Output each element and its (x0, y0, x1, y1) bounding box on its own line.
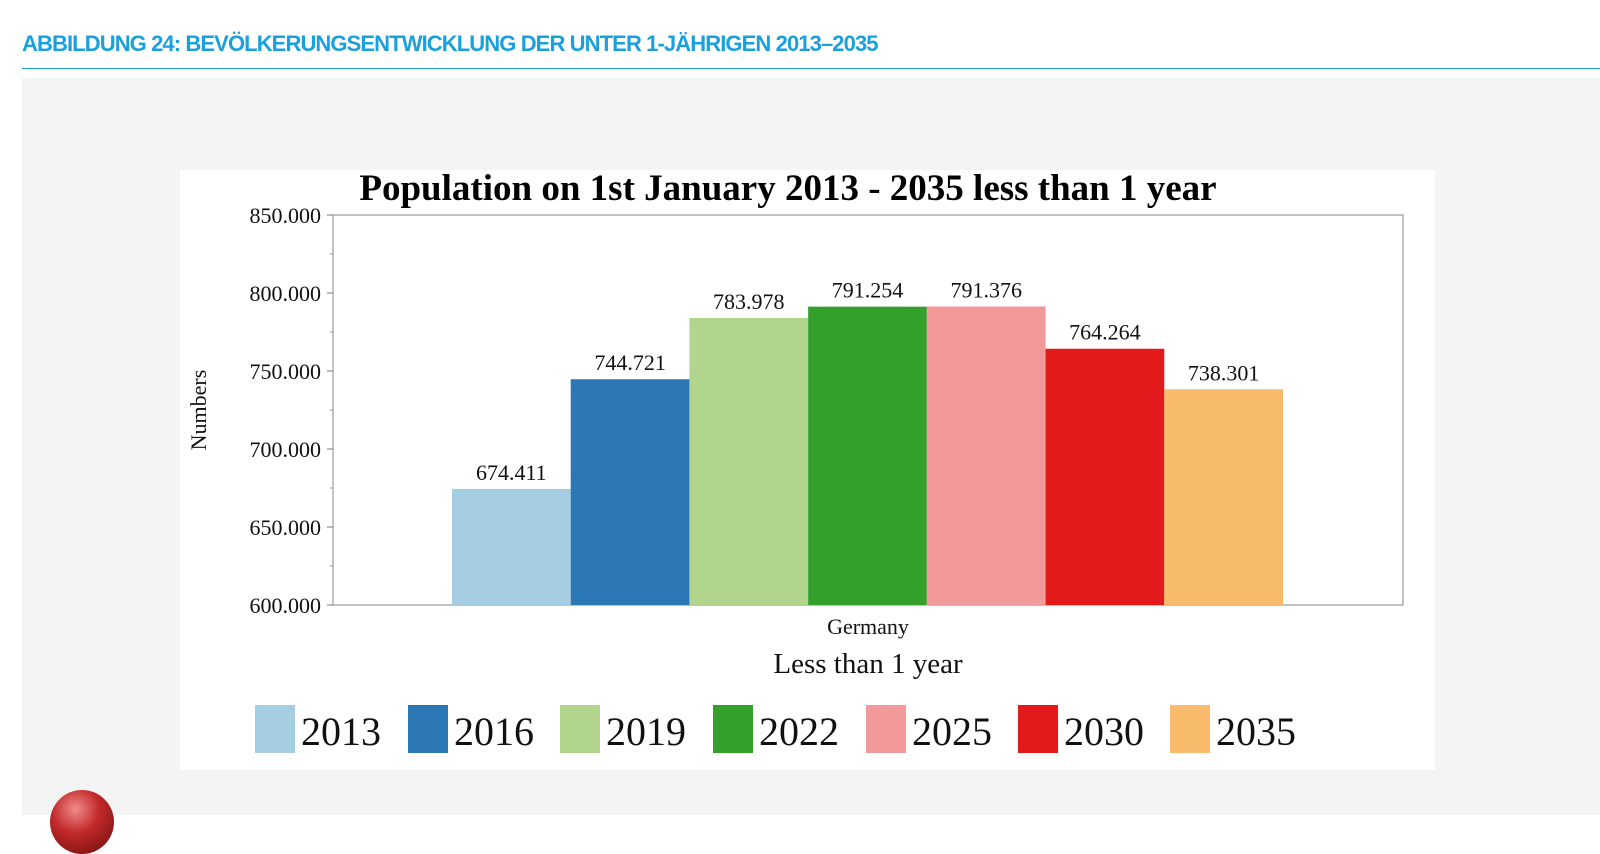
data-label-2013: 674.411 (476, 460, 547, 485)
bar-2030 (1045, 348, 1165, 605)
legend-swatch-2016 (408, 705, 448, 753)
y-axis-title: Numbers (186, 370, 211, 451)
bar-2016 (570, 379, 690, 605)
legend-swatch-2030 (1018, 705, 1058, 753)
bar-2035 (1164, 389, 1283, 605)
data-label-2025: 791.376 (950, 277, 1022, 302)
chart-title: Population on 1st January 2013 - 2035 le… (359, 170, 1216, 209)
x-category-label: Germany (827, 614, 909, 639)
bar-2013 (452, 488, 571, 605)
bar-2022 (808, 306, 927, 605)
bar-2019 (689, 317, 809, 605)
legend-label-2019: 2019 (606, 709, 686, 754)
y-tick-label: 700.000 (250, 437, 322, 462)
legend-label-2030: 2030 (1064, 709, 1144, 754)
heading-divider (22, 68, 1600, 69)
bar-series (452, 306, 1283, 605)
y-tick-label: 800.000 (250, 281, 322, 306)
legend-label-2022: 2022 (759, 709, 839, 754)
legend-swatch-2022 (713, 705, 753, 753)
legend: 2013 2016 2019 2022 2025 2030 2035 (255, 705, 1296, 754)
data-label-2022: 791.254 (832, 278, 904, 303)
y-axis: 600.000 650.000 700.000 750.000 800.000 850.0… (250, 203, 333, 618)
data-label-2035: 738.301 (1188, 360, 1260, 385)
y-tick-label: 750.000 (250, 359, 322, 384)
x-axis-title: Less than 1 year (773, 648, 963, 680)
red-sphere-icon (50, 790, 114, 854)
legend-swatch-2025 (866, 705, 906, 753)
population-bar-chart: Population on 1st January 2013 - 2035 le… (186, 170, 1404, 754)
legend-label-2035: 2035 (1216, 709, 1296, 754)
legend-label-2016: 2016 (454, 709, 534, 754)
data-label-2019: 783.978 (713, 289, 785, 314)
legend-swatch-2019 (560, 705, 600, 753)
y-tick-label: 600.000 (250, 593, 322, 618)
legend-swatch-2013 (255, 705, 295, 753)
bar-2025 (926, 306, 1046, 605)
data-labels: 674.411 744.721 783.978 791.254 791.376 764.2… (476, 277, 1259, 484)
y-tick-label: 650.000 (250, 515, 322, 540)
figure-heading: ABBILDUNG 24: BEVÖLKERUNGSENTWICKLUNG DE… (22, 31, 879, 56)
data-label-2016: 744.721 (594, 350, 666, 375)
legend-swatch-2035 (1170, 705, 1210, 753)
legend-label-2013: 2013 (301, 709, 381, 754)
data-label-2030: 764.264 (1069, 320, 1141, 345)
legend-label-2025: 2025 (912, 709, 992, 754)
y-tick-label: 850.000 (250, 203, 322, 228)
